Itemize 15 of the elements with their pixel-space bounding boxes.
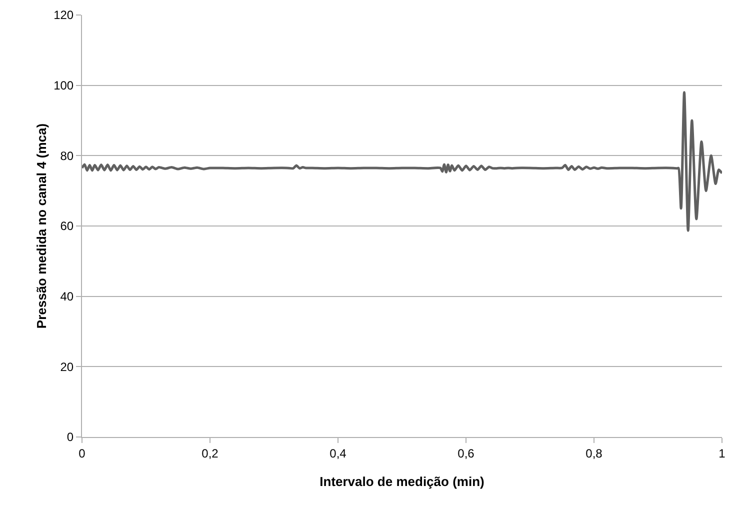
y-tick-label: 80 <box>60 148 74 163</box>
y-tick-label: 100 <box>54 78 74 93</box>
y-tick-label: 40 <box>60 290 74 304</box>
y-tick-label: 60 <box>60 219 74 234</box>
x-tick-label: 0,8 <box>586 446 603 460</box>
x-tick-label: 1 <box>718 446 726 460</box>
y-axis-title: Pressão medida no canal 4 (mca) <box>34 123 49 329</box>
y-tick-label: 120 <box>54 8 74 22</box>
x-tick-label: 0,2 <box>202 446 219 460</box>
y-tick-label: 0 <box>66 430 74 444</box>
x-axis-title: Intervalo de medição (min) <box>320 474 484 489</box>
x-tick-label: 0,6 <box>458 446 475 460</box>
y-tick-label: 20 <box>60 360 74 374</box>
x-tick-label: 0 <box>78 446 86 460</box>
x-tick-label: 0,4 <box>330 446 347 460</box>
